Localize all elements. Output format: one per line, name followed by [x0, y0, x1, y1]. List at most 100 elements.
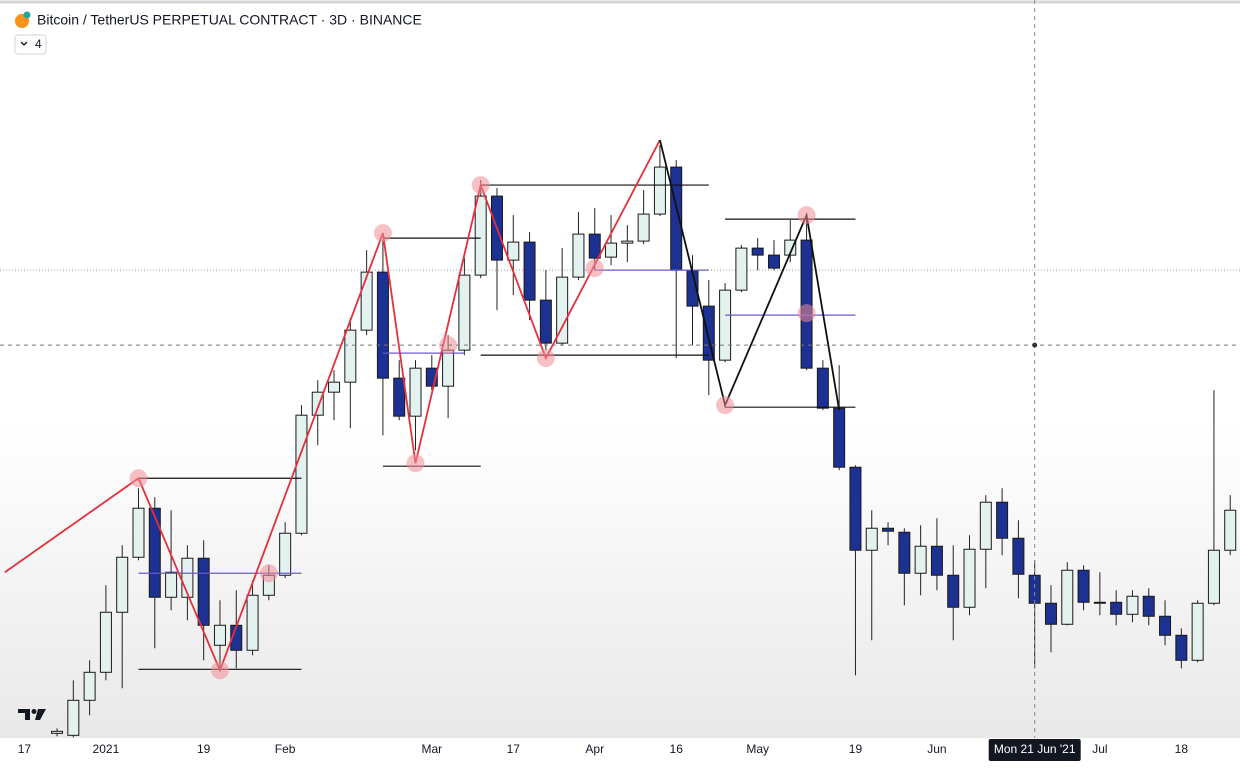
candle-body: [246, 594, 259, 651]
candle-body: [898, 531, 911, 574]
candle-body: [328, 381, 341, 393]
candle-body: [213, 624, 226, 646]
x-tick-label: 19: [849, 742, 863, 756]
candle-body: [767, 254, 780, 269]
pivot-marker: [716, 396, 735, 415]
candle-body: [556, 276, 569, 344]
plot-area: [0, 0, 1240, 742]
time-axis-labels: 17 2021 19 Feb Mar 17 Apr 16 May 19 Jun Jul 18 Mon 21…: [18, 739, 1189, 761]
pivot-marker: [129, 469, 148, 488]
candle-body: [507, 241, 520, 261]
candle-body: [1207, 549, 1220, 604]
candle-body: [882, 527, 895, 532]
candle-body: [393, 377, 406, 417]
candle-body: [833, 407, 846, 468]
candle-body: [197, 557, 210, 626]
candle-body: [1159, 615, 1172, 636]
candle-body: [279, 532, 292, 576]
candle-body: [979, 501, 992, 550]
candle-body: [360, 271, 373, 331]
indicator-count: 4: [35, 37, 42, 51]
symbol-title: Bitcoin / TetherUS PERPETUAL CONTRACT · …: [37, 12, 422, 28]
x-tick-label: May: [746, 742, 769, 756]
candle-body: [1224, 509, 1237, 551]
candle-body: [719, 289, 732, 361]
candle-body: [914, 545, 927, 574]
candle-body: [181, 557, 194, 598]
candle-body: [539, 299, 552, 344]
candle-body: [800, 239, 813, 369]
x-tick-label: Jul: [1092, 742, 1107, 756]
tv-logo: [18, 709, 46, 720]
candle-body: [409, 367, 422, 417]
candle-body: [621, 240, 634, 244]
x-tick-label: Apr: [585, 742, 604, 756]
candle-body: [1191, 602, 1204, 661]
pivot-marker: [471, 176, 490, 195]
candle-body: [751, 247, 764, 256]
pivot-marker: [536, 349, 555, 368]
candle-body: [865, 527, 878, 551]
candle-body: [51, 730, 64, 734]
pivot-marker: [373, 224, 392, 243]
pivot-marker: [406, 454, 425, 473]
zigzag-line: [4, 139, 661, 673]
candle-body: [947, 574, 960, 608]
chevron-icon: [20, 41, 28, 46]
candle-body: [1126, 595, 1139, 615]
crosshair-time-label: Mon 21 Jun '21: [994, 742, 1076, 756]
candle-body: [588, 233, 601, 259]
candle-body: [849, 466, 862, 551]
candle-body: [637, 213, 650, 242]
pivot-marker: [585, 259, 604, 278]
x-tick-label: Feb: [275, 742, 296, 756]
x-tick-label: 2021: [93, 742, 120, 756]
candle-body: [344, 329, 357, 383]
zigzag-line: [659, 139, 841, 411]
candle-body: [67, 699, 80, 736]
pivot-marker: [259, 564, 278, 583]
pivot-marker: [797, 304, 816, 323]
candle-body: [653, 166, 666, 215]
candle-body: [458, 274, 471, 351]
candle-body: [132, 507, 145, 558]
candle-body: [1061, 569, 1074, 625]
x-tick-label: 17: [18, 742, 32, 756]
x-tick-label: 16: [670, 742, 684, 756]
candle-body: [963, 548, 976, 608]
x-tick-label: Mar: [421, 742, 442, 756]
crosshair-time-label-bg: [988, 739, 1081, 761]
candle-body: [1142, 595, 1155, 617]
candle-body: [1110, 601, 1123, 615]
candle-body: [1044, 602, 1057, 625]
x-tick-label: 19: [197, 742, 211, 756]
candle-body: [442, 349, 455, 387]
candle-body: [605, 242, 618, 258]
x-tick-label: Jun: [927, 742, 946, 756]
candle-body: [1175, 634, 1188, 661]
candle-body: [376, 271, 389, 379]
indicators-toggle[interactable]: [14, 34, 47, 55]
candle-body: [1093, 601, 1106, 604]
candle-body: [474, 195, 487, 276]
candle-body: [572, 233, 585, 278]
candle-body: [99, 611, 112, 673]
candle-body: [116, 556, 129, 613]
candle-body: [996, 501, 1009, 539]
x-tick-label: 17: [507, 742, 521, 756]
symbol-icon-badge: [23, 11, 31, 19]
x-tick-label: 18: [1175, 742, 1189, 756]
candle-body: [735, 247, 748, 291]
pivot-marker: [797, 206, 816, 225]
candle-body: [425, 367, 438, 387]
candle-body: [702, 305, 715, 361]
candle-body: [295, 414, 308, 534]
candle-body: [930, 545, 943, 576]
crosshair-dot: [1032, 342, 1038, 348]
candle-body: [1012, 537, 1025, 575]
candle-body: [523, 241, 536, 301]
candle-body: [816, 367, 829, 409]
